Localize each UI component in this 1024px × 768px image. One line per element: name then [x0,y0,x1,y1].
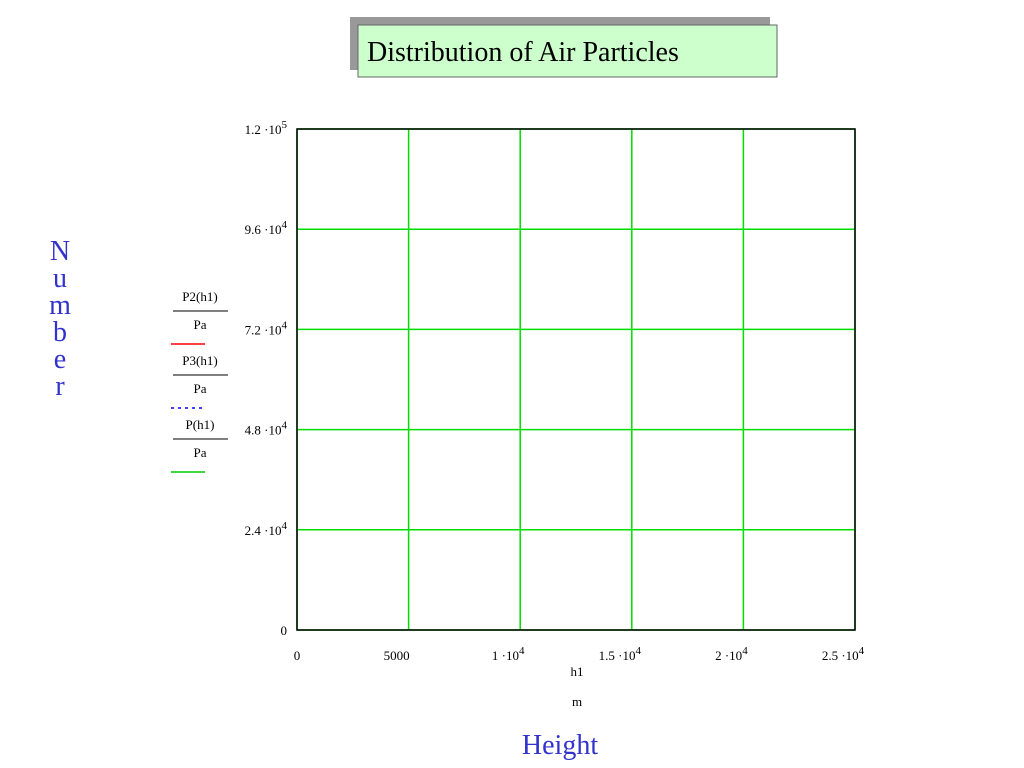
legend-unit: Pa [194,381,207,396]
legend-name: P2(h1) [182,289,217,304]
x-expr: h1 [571,664,584,679]
y-axis-title: Number [45,236,76,398]
tick-label: 2 ·104 [715,645,748,663]
plot-frame [296,128,856,631]
title-box [357,24,778,78]
x-axis-title: Height [522,730,598,761]
tick-label: 2.4 ·104 [245,520,288,538]
tick-label: 2.5 ·104 [822,645,865,663]
tick-label: 5000 [384,648,410,663]
tick-label: 0 [294,648,301,663]
tick-label: 9.6 ·104 [245,219,288,237]
x-unit: m [572,694,582,709]
tick-label: 4.8 ·104 [245,420,288,438]
tick-label: 0 [281,623,288,638]
tick-label: 1 ·104 [492,645,525,663]
legend-unit: Pa [194,445,207,460]
legend-unit: Pa [194,317,207,332]
legend-name: P(h1) [186,417,215,432]
chart-title: Distribution of Air Particles [367,37,679,68]
tick-label: 1.2 ·105 [245,119,288,137]
tick-label: 1.5 ·104 [599,645,642,663]
legend-name: P3(h1) [182,353,217,368]
tick-label: 7.2 ·104 [245,319,288,337]
